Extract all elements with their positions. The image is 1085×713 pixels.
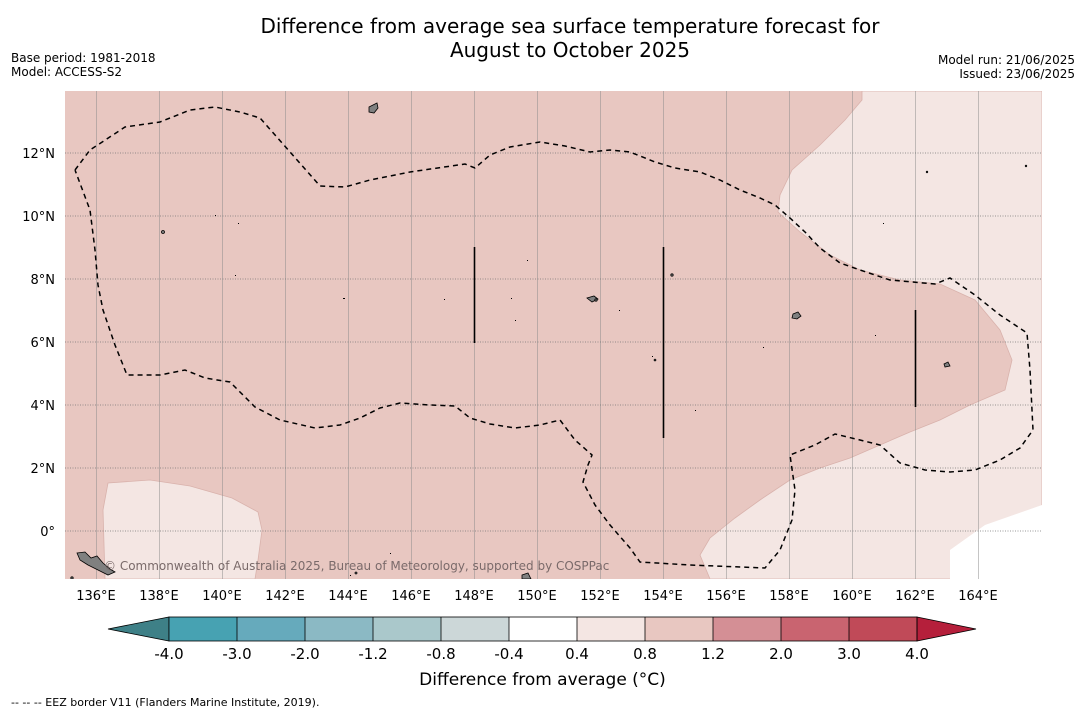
lon-tick-label: 138°E bbox=[139, 589, 179, 604]
colorbar-extend-high bbox=[916, 616, 977, 642]
lon-tick-label: 136°E bbox=[76, 589, 116, 604]
colorbar-swatch bbox=[237, 617, 305, 641]
colorbar-swatch bbox=[713, 617, 781, 641]
colorbar-outline bbox=[168, 616, 918, 642]
colorbar-tick-label: -3.0 bbox=[222, 645, 252, 663]
islet bbox=[925, 170, 929, 174]
island-palau bbox=[76, 551, 116, 576]
colorbar-swatch bbox=[781, 617, 849, 641]
map-title: Difference from average sea surface temp… bbox=[0, 14, 1085, 62]
colorbar-tick-label: -2.0 bbox=[290, 645, 320, 663]
island-northwest bbox=[368, 102, 379, 114]
tiny-islets bbox=[215, 215, 884, 576]
colorbar-swatch bbox=[373, 617, 441, 641]
island-east-small bbox=[943, 361, 951, 368]
colorbar-swatch bbox=[169, 617, 237, 641]
island-kosrae bbox=[791, 311, 802, 320]
model-label: Model: ACCESS-S2 bbox=[11, 65, 123, 79]
colorbar bbox=[107, 616, 977, 642]
map-title-line-1: Difference from average sea surface temp… bbox=[260, 14, 880, 38]
longitude-tick-labels: 136°E 138°E 140°E 142°E 144°E 146°E 148°… bbox=[76, 589, 998, 604]
model-run-label: Model run: 21/06/2025 bbox=[937, 53, 1075, 67]
dateline-bars bbox=[473, 247, 917, 438]
latitude-tick-labels: 12°N 10°N 8°N 6°N 4°N 2°N 0° bbox=[22, 147, 55, 540]
islet bbox=[670, 273, 674, 277]
lon-tick-label: 164°E bbox=[958, 589, 998, 604]
lat-tick-label: 6°N bbox=[31, 336, 56, 351]
base-period-label: Base period: 1981-2018 bbox=[11, 51, 156, 65]
grid-lines bbox=[96, 91, 979, 579]
lon-tick-label: 140°E bbox=[202, 589, 242, 604]
lat-tick-label: 4°N bbox=[31, 399, 56, 414]
lon-tick-label: 158°E bbox=[769, 589, 809, 604]
map-plot-area bbox=[65, 91, 1042, 579]
islet bbox=[653, 358, 657, 362]
lat-tick-label: 0° bbox=[40, 525, 55, 540]
colorbar-tick-label: 0.4 bbox=[565, 645, 589, 663]
lon-tick-label: 150°E bbox=[517, 589, 557, 604]
lon-tick-label: 142°E bbox=[265, 589, 305, 604]
colorbar-tick-label: 3.0 bbox=[837, 645, 861, 663]
colorbar-swatch bbox=[305, 617, 373, 641]
colorbar-swatch bbox=[849, 617, 917, 641]
lon-tick-label: 152°E bbox=[580, 589, 620, 604]
eez-footnote: -- -- -- EEZ border V11 (Flanders Marine… bbox=[11, 696, 320, 709]
colorbar-tick-label: 2.0 bbox=[769, 645, 793, 663]
colorbar-tick-label: -4.0 bbox=[154, 645, 184, 663]
lat-tick-label: 2°N bbox=[31, 462, 56, 477]
lon-tick-label: 160°E bbox=[832, 589, 872, 604]
map-title-line-2: August to October 2025 bbox=[449, 38, 691, 62]
islet bbox=[70, 576, 74, 579]
islet bbox=[161, 230, 165, 234]
colorbar-tick-label: -0.8 bbox=[426, 645, 456, 663]
eez-border-main bbox=[74, 106, 1034, 569]
colorbar-tick-label: -1.2 bbox=[358, 645, 388, 663]
lon-tick-label: 148°E bbox=[454, 589, 494, 604]
issued-label: Issued: 23/06/2025 bbox=[959, 67, 1075, 81]
lat-tick-label: 8°N bbox=[31, 273, 56, 288]
colorbar-swatch bbox=[441, 617, 509, 641]
island-south-coast bbox=[521, 572, 532, 579]
anomaly-band-0.4-0.8-east bbox=[699, 91, 1042, 579]
islet bbox=[354, 571, 358, 575]
anomaly-band-0.4-0.8-south-east bbox=[950, 505, 1042, 579]
colorbar-swatch bbox=[509, 617, 577, 641]
colorbar-tick-label: -0.4 bbox=[494, 645, 524, 663]
colorbar-swatch bbox=[645, 617, 713, 641]
run-info: Model run: 21/06/2025 Issued: 23/06/2025 bbox=[938, 53, 1075, 81]
islet bbox=[1024, 164, 1028, 168]
lon-tick-label: 144°E bbox=[328, 589, 368, 604]
base-info: Base period: 1981-2018 Model: ACCESS-S2 bbox=[11, 51, 156, 79]
colorbar-swatch bbox=[577, 617, 645, 641]
lat-tick-label: 10°N bbox=[22, 210, 55, 225]
lon-tick-label: 162°E bbox=[895, 589, 935, 604]
latitude-dotted-lines bbox=[65, 152, 1042, 532]
lon-tick-label: 156°E bbox=[706, 589, 746, 604]
lat-tick-label: 12°N bbox=[22, 147, 55, 162]
colorbar-tick-label: 4.0 bbox=[905, 645, 929, 663]
colorbar-extend-low bbox=[107, 616, 170, 642]
copyright-credit: © Commonwealth of Australia 2025, Bureau… bbox=[104, 559, 610, 573]
colorbar-tick-label: 1.2 bbox=[701, 645, 725, 663]
colorbar-title: Difference from average (°C) bbox=[419, 670, 666, 690]
colorbar-tick-label: 0.8 bbox=[633, 645, 657, 663]
lon-tick-label: 154°E bbox=[643, 589, 683, 604]
lon-tick-label: 146°E bbox=[391, 589, 431, 604]
islands bbox=[70, 102, 1028, 579]
island-pohnpei-area bbox=[586, 295, 599, 303]
islet bbox=[594, 298, 598, 302]
